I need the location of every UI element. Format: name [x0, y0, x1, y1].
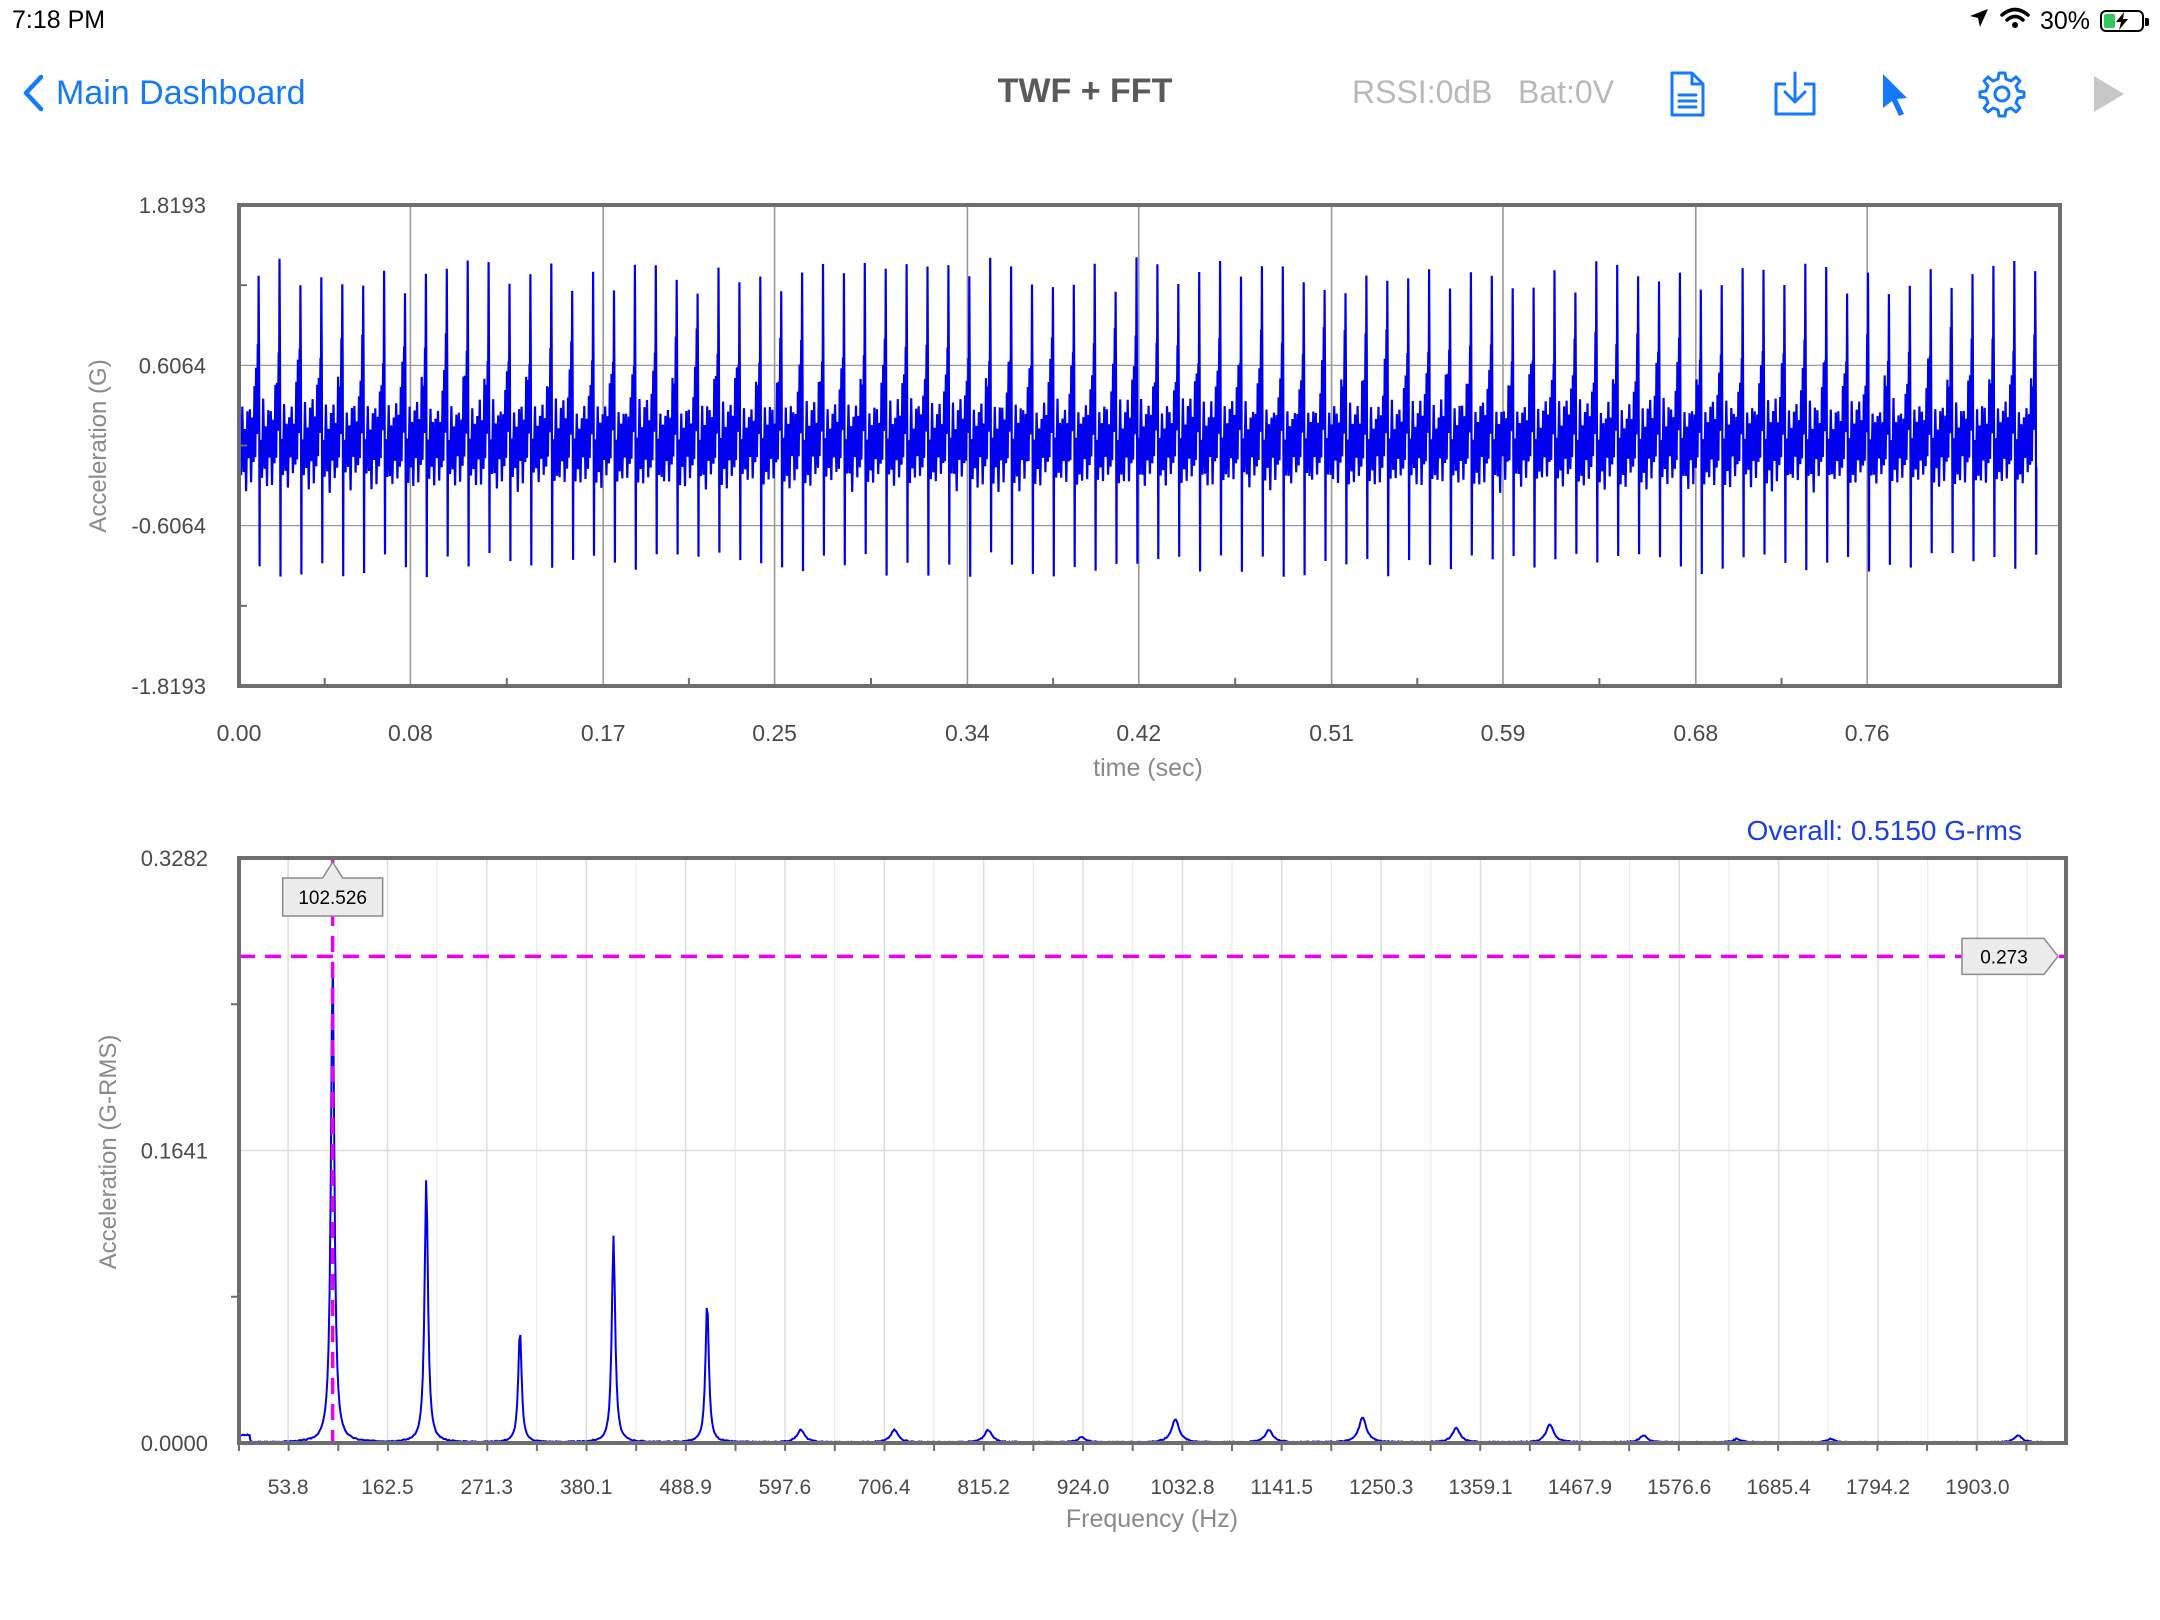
twf-x-tick-label: 0.68: [1673, 720, 1718, 746]
chevron-left-icon: [22, 74, 44, 112]
fft-y-axis-label: Acceleration (G-RMS): [95, 1035, 122, 1270]
fft-x-tick-label: 271.3: [461, 1476, 514, 1499]
play-button[interactable]: [2078, 64, 2138, 124]
twf-y-tick-label: -1.8193: [131, 674, 206, 699]
fft-x-tick-label: 1250.3: [1349, 1476, 1413, 1499]
battery-level: [2104, 14, 2115, 28]
cursor-amplitude-tag-box: [1961, 937, 2059, 976]
twf-y-axis-label: Acceleration (G): [85, 359, 112, 532]
twf-x-tick-label: 0.59: [1481, 720, 1526, 746]
twf-y-tick-labels: 1.8193 0.6064 -0.6064 -1.8193: [131, 193, 206, 699]
twf-y-tick-label: 0.6064: [139, 353, 206, 378]
fft-x-tick-label: 1576.6: [1647, 1476, 1711, 1499]
fft-x-tick-label: 488.9: [659, 1476, 712, 1499]
fft-x-tick-label: 53.8: [268, 1476, 309, 1499]
twf-x-tick-label: 0.17: [581, 720, 626, 746]
status-right: 30%: [1968, 4, 2149, 38]
cursor-frequency-tag-box: [281, 860, 384, 917]
twf-grid: [239, 205, 2060, 686]
fft-x-tick-label: 1794.2: [1846, 1476, 1910, 1499]
twf-x-tick-label: 0.34: [945, 720, 990, 746]
fft-plot-frame: [237, 856, 2068, 1445]
back-button[interactable]: Main Dashboard: [22, 68, 305, 118]
fft-minor-ticks: [231, 1003, 2028, 1451]
gear-icon: [1977, 69, 2027, 119]
play-icon: [2088, 73, 2128, 115]
back-label: Main Dashboard: [56, 73, 306, 112]
fft-y-tick-label: 0.3282: [141, 846, 208, 871]
cursor-amplitude-label: 0.273: [1980, 947, 2028, 968]
cursor-frequency-tag[interactable]: 102.526: [281, 860, 384, 917]
twf-y-tick-label: 1.8193: [139, 193, 206, 218]
settings-button[interactable]: [1972, 64, 2032, 124]
cursor-mode-button[interactable]: [1865, 64, 1925, 124]
fft-x-tick-label: 597.6: [759, 1476, 812, 1499]
fft-x-tick-label: 924.0: [1057, 1476, 1110, 1499]
download-button[interactable]: [1765, 64, 1825, 124]
battery-nub: [2145, 18, 2149, 26]
battery-percent: 30%: [2039, 6, 2090, 35]
document-icon: [1667, 70, 1707, 118]
fft-x-tick-labels: 53.8 162.5 271.3 380.1 488.9 597.6 706.4 815.2 9…: [268, 1476, 2010, 1499]
fft-x-tick-label: 162.5: [361, 1476, 414, 1499]
twf-x-tick-label: 0.00: [217, 720, 262, 746]
twf-x-tick-label: 0.42: [1116, 720, 1161, 746]
fft-x-tick-label: 1359.1: [1448, 1476, 1512, 1499]
fft-y-tick-label: 0.1641: [141, 1139, 208, 1164]
rssi-readout: RSSI:0dB: [1352, 74, 1493, 110]
fft-x-tick-label: 1467.9: [1548, 1476, 1612, 1499]
status-bar: 7:18 PM 30%: [0, 0, 2160, 40]
twf-x-axis-label: time (sec): [1093, 754, 1203, 782]
fft-x-tick-label: 706.4: [858, 1476, 911, 1499]
fft-x-tick-label: 1032.8: [1150, 1476, 1214, 1499]
nav-bar: Main Dashboard TWF + FFT RSSI:0dB Bat:0V: [0, 48, 2160, 138]
fft-y-tick-label: 0.0000: [141, 1431, 208, 1456]
twf-x-tick-label: 0.25: [752, 720, 797, 746]
download-icon: [1772, 70, 1818, 118]
battery-voltage-readout: Bat:0V: [1518, 74, 1615, 110]
cursor-amplitude-tag[interactable]: 0.273: [1961, 937, 2059, 976]
wifi-icon: [2000, 7, 2030, 36]
fft-x-tick-label: 815.2: [957, 1476, 1010, 1499]
cursor-frequency-label: 102.526: [298, 888, 367, 909]
twf-x-tick-label: 0.76: [1845, 720, 1890, 746]
status-time: 7:18 PM: [12, 6, 106, 34]
fft-y-tick-labels: 0.3282 0.1641 0.0000: [141, 846, 208, 1456]
fft-x-tick-label: 1685.4: [1746, 1476, 1811, 1499]
location-icon: [1968, 7, 1990, 36]
twf-x-tick-labels: 0.00 0.08 0.17 0.25 0.34 0.42 0.51 0.59 0.68 0.76: [217, 720, 1890, 746]
twf-x-tick-label: 0.08: [388, 720, 433, 746]
twf-y-tick-label: -0.6064: [131, 514, 206, 539]
fft-series-line: [240, 964, 2057, 1445]
twf-series-line: [238, 257, 2038, 578]
overall-value: Overall: 0.5150 G-rms: [1747, 815, 2022, 846]
fft-x-tick-label: 1903.0: [1945, 1476, 2009, 1499]
pointer-icon: [1877, 70, 1913, 118]
fft-x-tick-label: 1141.5: [1250, 1476, 1313, 1499]
page-title: TWF + FFT: [997, 72, 1173, 110]
report-button[interactable]: [1657, 64, 1717, 124]
twf-x-tick-label: 0.51: [1309, 720, 1354, 746]
fft-x-tick-label: 380.1: [560, 1476, 613, 1499]
twf-minor-ticks: [239, 284, 1783, 686]
battery-charging-icon: [2100, 10, 2149, 32]
fft-x-axis-label: Frequency (Hz): [1066, 1505, 1238, 1533]
fft-grid: [239, 858, 2066, 1443]
